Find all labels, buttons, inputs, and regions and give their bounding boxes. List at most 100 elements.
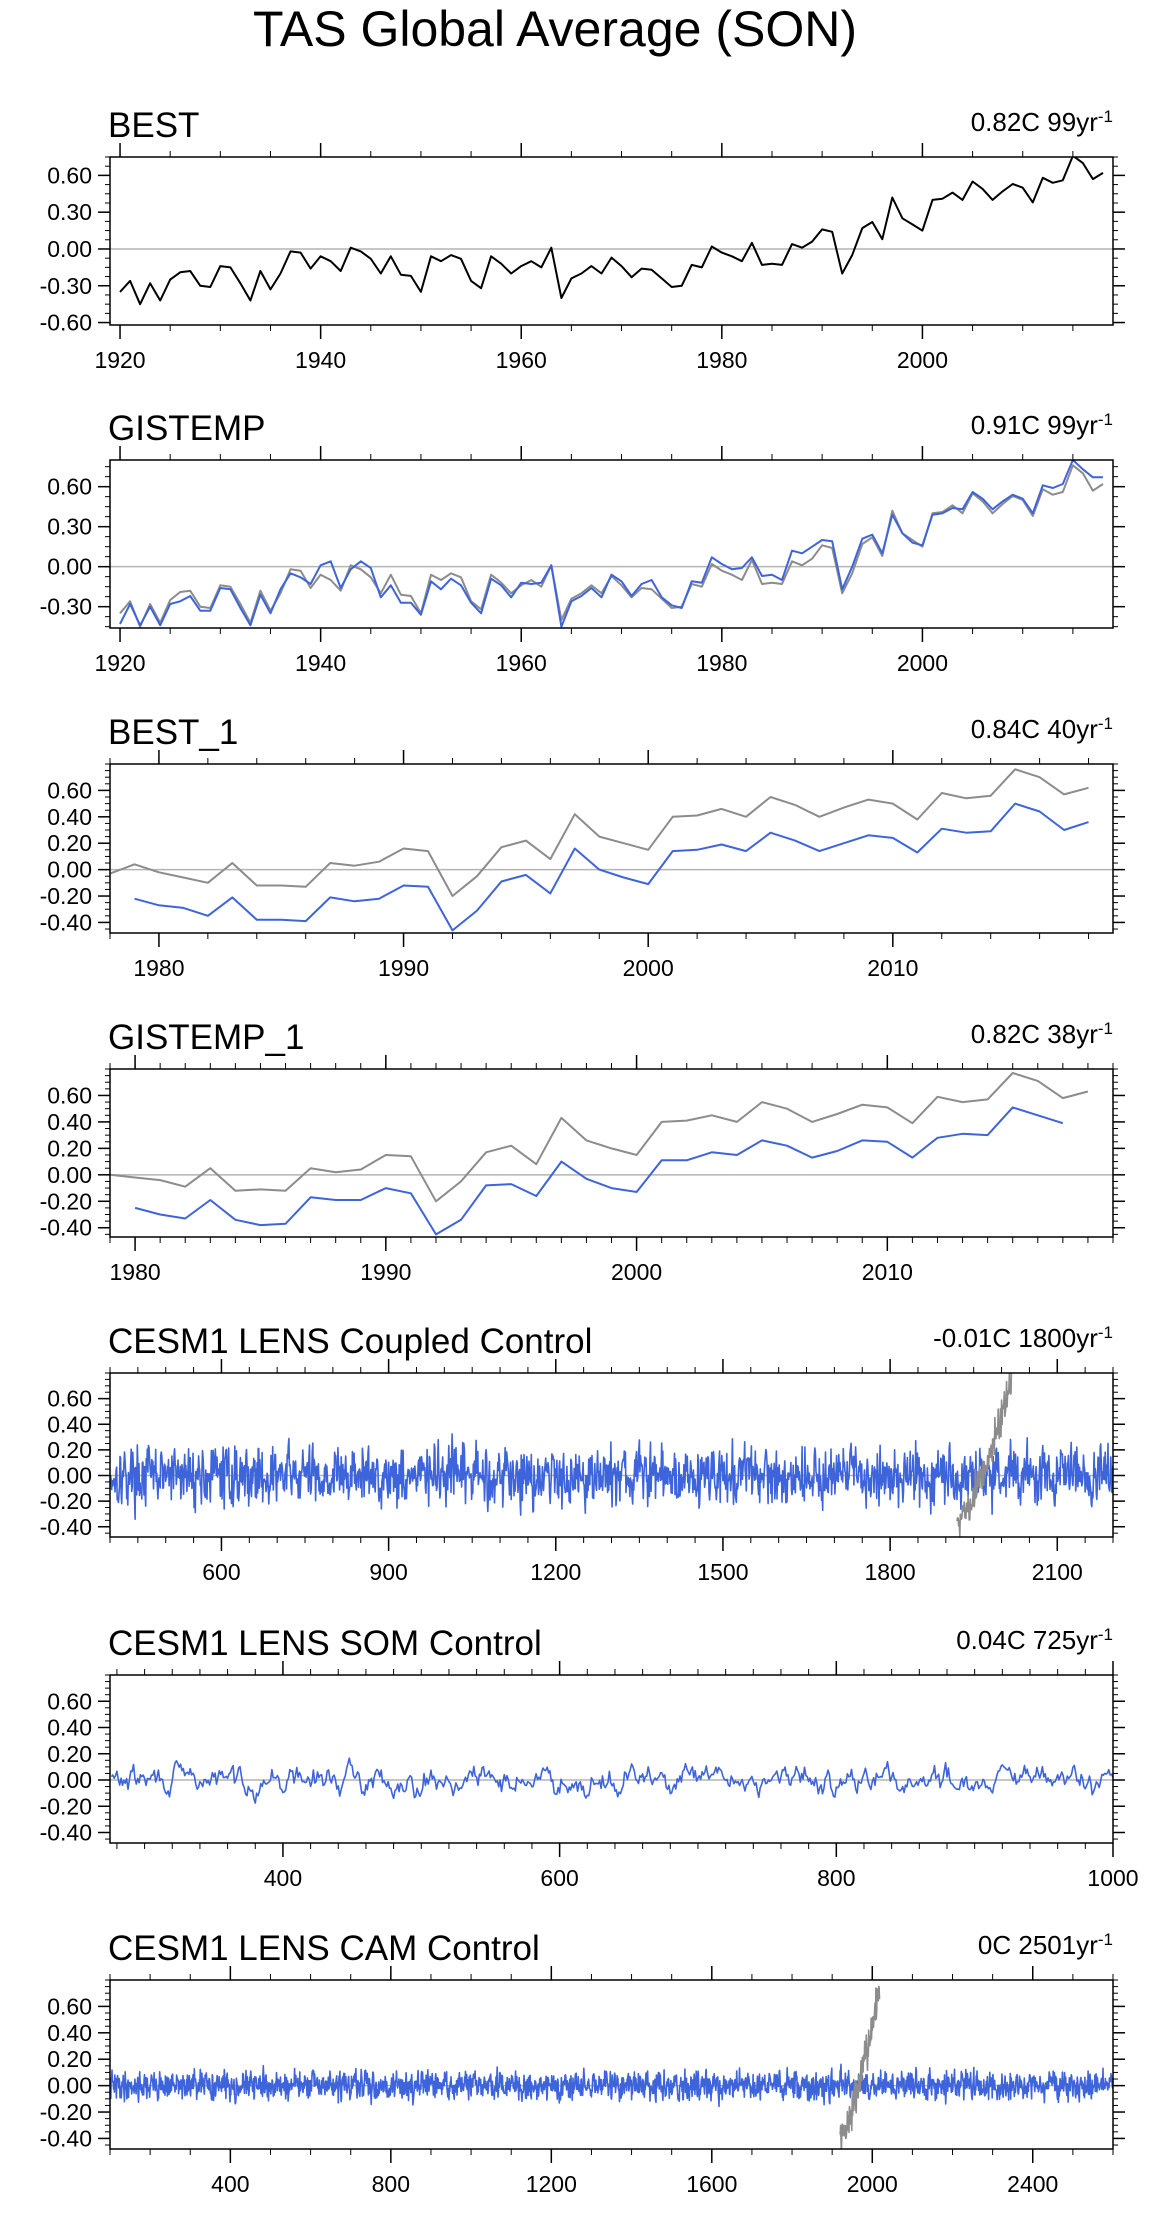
y-tick-label: -0.20 bbox=[40, 1488, 92, 1514]
x-tick-label: 2000 bbox=[611, 1259, 662, 1285]
series-line-1 bbox=[119, 464, 1104, 628]
y-tick-label: 0.60 bbox=[47, 1386, 92, 1412]
y-tick-label: -0.20 bbox=[40, 1188, 92, 1214]
y-tick-label: 0.30 bbox=[47, 199, 92, 225]
panel-4: GISTEMP_1 0.82C 38yr-1 1980 1990 2000 2010 0.6… bbox=[40, 1018, 1125, 1285]
x-tick-label: 1800 bbox=[865, 1559, 916, 1585]
y-tick-label: 0.00 bbox=[47, 1767, 92, 1793]
trend-exponent: -1 bbox=[1098, 1625, 1113, 1644]
series-line-1 bbox=[110, 1072, 1089, 1203]
y-tick-label: 0.20 bbox=[47, 1741, 92, 1767]
series-line-1 bbox=[119, 157, 1104, 306]
x-tick-label: 2400 bbox=[1007, 2171, 1058, 2197]
x-tick-label: 2010 bbox=[867, 955, 918, 981]
y-tick-label: 0.20 bbox=[47, 2046, 92, 2072]
panel-title: GISTEMP_1 bbox=[108, 1018, 304, 1057]
plot-frame bbox=[109, 763, 1114, 934]
plot-frame bbox=[109, 1979, 1114, 2150]
x-tick-label: 1920 bbox=[94, 650, 145, 676]
y-tick-label: 0.00 bbox=[47, 857, 92, 883]
y-tick-label: -0.30 bbox=[40, 594, 92, 620]
y-tick-label: 0.20 bbox=[47, 830, 92, 856]
trend-exponent: -1 bbox=[1098, 107, 1113, 126]
y-tick-label: 0.00 bbox=[47, 236, 92, 262]
plot-frame bbox=[109, 1068, 1114, 1238]
y-tick-label: 0.20 bbox=[47, 1437, 92, 1463]
y-tick-label: 0.40 bbox=[47, 1109, 92, 1135]
y-tick-label: 0.20 bbox=[47, 1135, 92, 1161]
x-tick-label: 1500 bbox=[697, 1559, 748, 1585]
x-tick-label: 1920 bbox=[94, 347, 145, 373]
series-line-1 bbox=[110, 2063, 1113, 2108]
x-tick-label: 600 bbox=[202, 1559, 240, 1585]
y-tick-label: -0.30 bbox=[40, 273, 92, 299]
y-tick-label: 0.60 bbox=[47, 1082, 92, 1108]
trend-label: 0.04C 725yr-1 bbox=[956, 1625, 1113, 1656]
x-tick-label: 400 bbox=[264, 1865, 302, 1891]
y-tick-label: -0.20 bbox=[40, 2099, 92, 2125]
x-tick-label: 2100 bbox=[1032, 1559, 1083, 1585]
y-tick-label: -0.40 bbox=[40, 1820, 92, 1846]
x-tick-label: 2000 bbox=[897, 650, 948, 676]
page-title: TAS Global Average (SON) bbox=[253, 1, 857, 57]
trend-exponent: -1 bbox=[1098, 1930, 1113, 1949]
panel-title: CESM1 LENS CAM Control bbox=[108, 1929, 540, 1968]
series-line-2 bbox=[956, 1373, 1013, 1537]
chart-panels: BEST 0.82C 99yr-1 1920 1940 1960 1980 2000 0.60… bbox=[40, 106, 1139, 2197]
y-tick-label: 0.00 bbox=[47, 2073, 92, 2099]
x-tick-label: 2000 bbox=[847, 2171, 898, 2197]
trend-label: 0.91C 99yr-1 bbox=[971, 410, 1113, 441]
y-tick-label: 0.00 bbox=[47, 1162, 92, 1188]
x-tick-label: 1960 bbox=[496, 650, 547, 676]
x-tick-label: 1980 bbox=[133, 955, 184, 981]
x-tick-label: 1940 bbox=[295, 347, 346, 373]
y-tick-label: 0.60 bbox=[47, 1993, 92, 2019]
trend-label: 0.82C 99yr-1 bbox=[971, 107, 1113, 138]
series-line-1 bbox=[110, 1433, 1113, 1520]
y-tick-label: 0.40 bbox=[47, 1411, 92, 1437]
x-tick-label: 1990 bbox=[360, 1259, 411, 1285]
plot-frame bbox=[109, 156, 1114, 326]
panel-5: CESM1 LENS Coupled Control -0.01C 1800yr-… bbox=[40, 1322, 1125, 1585]
x-tick-label: 2010 bbox=[862, 1259, 913, 1285]
x-tick-label: 1980 bbox=[696, 650, 747, 676]
y-tick-label: 0.30 bbox=[47, 514, 92, 540]
y-tick-label: 0.40 bbox=[47, 1715, 92, 1741]
x-tick-label: 900 bbox=[369, 1559, 407, 1585]
x-tick-label: 1940 bbox=[295, 650, 346, 676]
trend-exponent: -1 bbox=[1098, 714, 1113, 733]
x-tick-label: 800 bbox=[372, 2171, 410, 2197]
x-tick-label: 1000 bbox=[1087, 1865, 1138, 1891]
panel-1: BEST 0.82C 99yr-1 1920 1940 1960 1980 2000 0.60… bbox=[40, 106, 1125, 373]
plot-frame bbox=[109, 459, 1114, 629]
panel-title: CESM1 LENS SOM Control bbox=[108, 1624, 542, 1663]
series-line-2 bbox=[839, 1985, 881, 2149]
trend-exponent: -1 bbox=[1098, 1323, 1113, 1342]
y-tick-label: 0.40 bbox=[47, 804, 92, 830]
x-tick-label: 1600 bbox=[686, 2171, 737, 2197]
y-tick-label: 0.00 bbox=[47, 554, 92, 580]
x-tick-label: 1200 bbox=[526, 2171, 577, 2197]
panel-title: CESM1 LENS Coupled Control bbox=[108, 1322, 592, 1361]
y-tick-label: -0.20 bbox=[40, 1793, 92, 1819]
trend-label: 0C 2501yr-1 bbox=[978, 1930, 1113, 1961]
series-line-2 bbox=[119, 460, 1103, 628]
y-tick-label: 0.40 bbox=[47, 2020, 92, 2046]
x-tick-label: 400 bbox=[211, 2171, 249, 2197]
x-tick-label: 600 bbox=[540, 1865, 578, 1891]
panel-title: BEST bbox=[108, 106, 199, 145]
trend-label: 0.82C 38yr-1 bbox=[971, 1019, 1113, 1050]
panel-title: BEST_1 bbox=[108, 713, 238, 752]
x-tick-label: 1990 bbox=[378, 955, 429, 981]
plot-frame bbox=[109, 1674, 1114, 1844]
y-tick-label: -0.60 bbox=[40, 310, 92, 336]
y-tick-label: -0.40 bbox=[40, 1215, 92, 1241]
series-line-1 bbox=[110, 1757, 1113, 1804]
x-tick-label: 1980 bbox=[696, 347, 747, 373]
y-tick-label: 0.00 bbox=[47, 1463, 92, 1489]
panel-title: GISTEMP bbox=[108, 409, 266, 448]
x-tick-label: 800 bbox=[817, 1865, 855, 1891]
x-tick-label: 1960 bbox=[496, 347, 547, 373]
panel-6: CESM1 LENS SOM Control 0.04C 725yr-1 400 60… bbox=[40, 1624, 1139, 1891]
